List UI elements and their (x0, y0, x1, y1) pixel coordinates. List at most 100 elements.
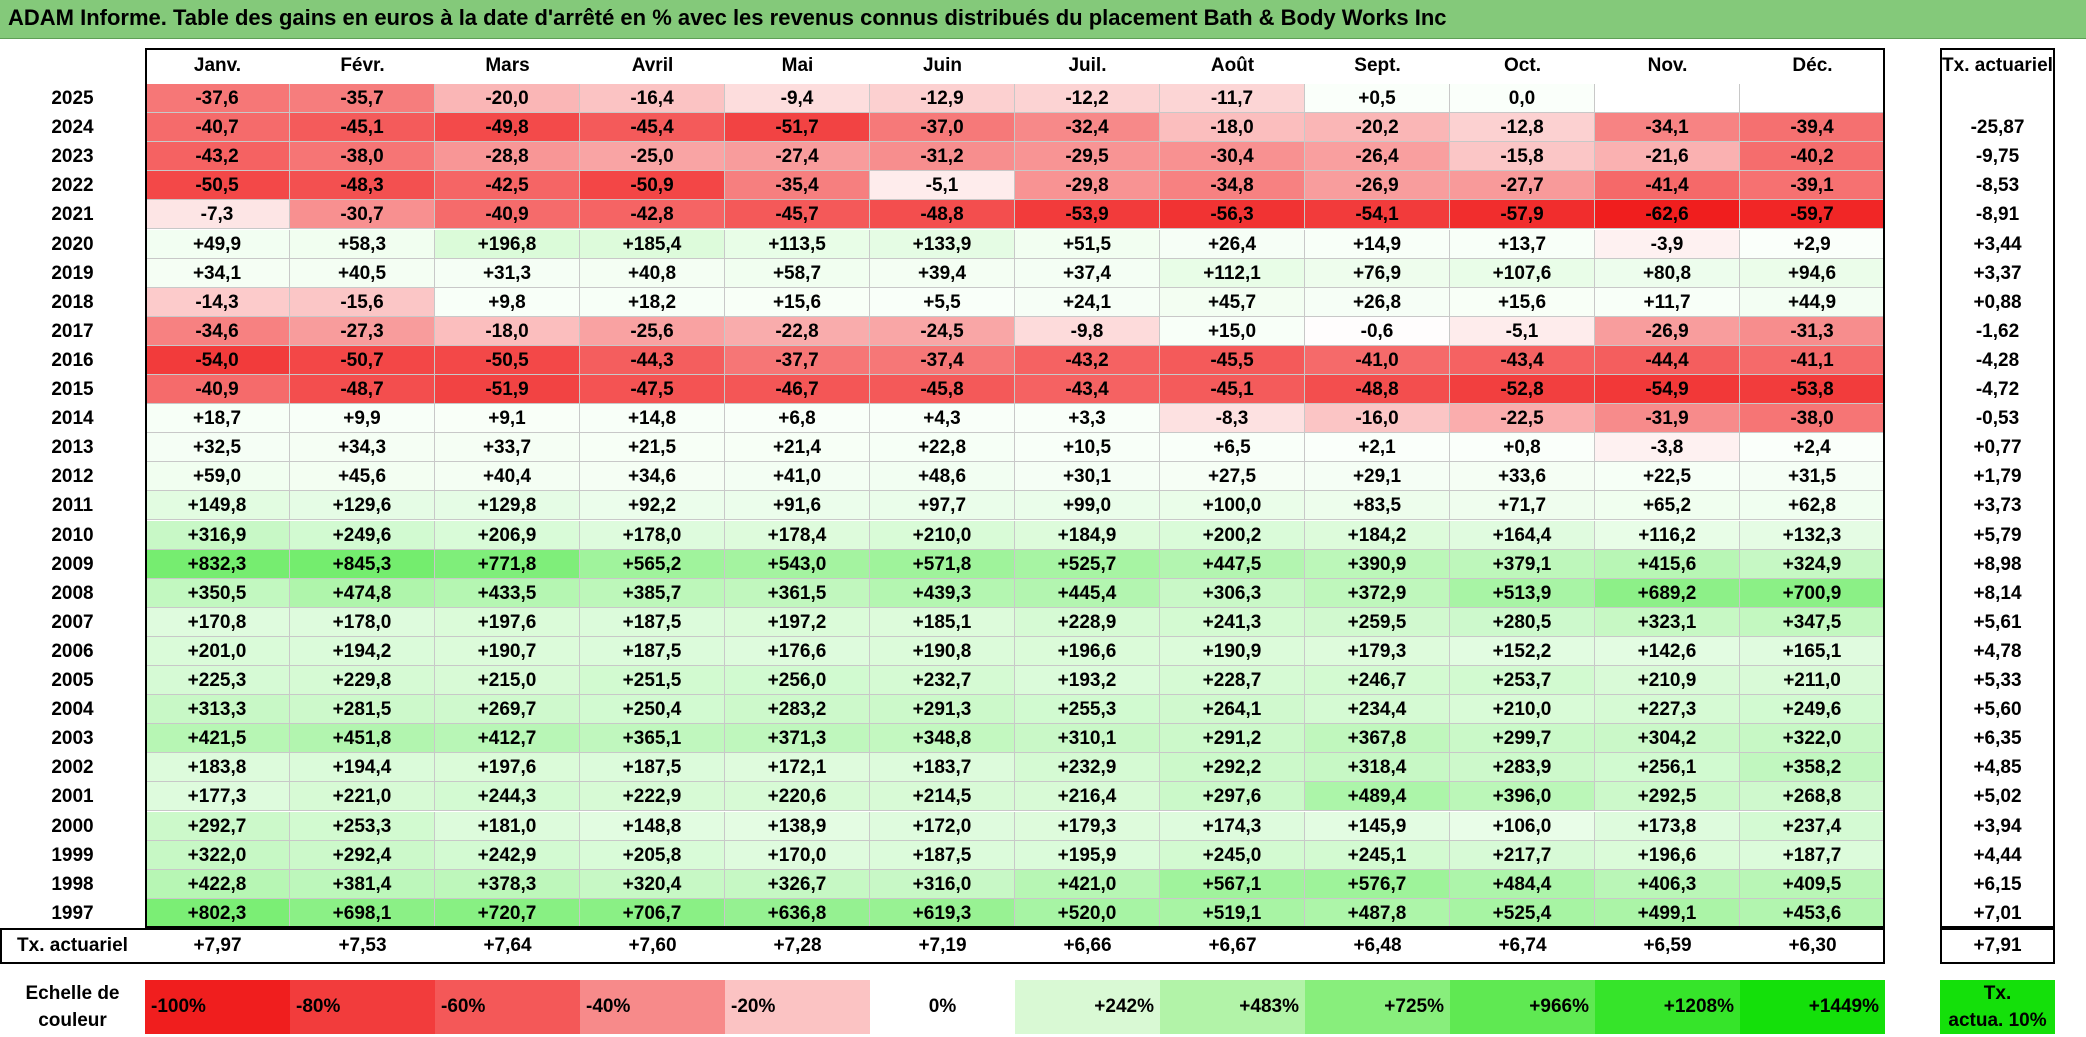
footer-rate: +7,64 (483, 934, 532, 956)
gain-cell: -42,5 (435, 171, 580, 201)
month-header: Juin (922, 55, 963, 76)
gain-cell: +58,7 (725, 258, 870, 288)
gain-cell: +194,2 (290, 636, 435, 666)
row-rate: +8,98 (1973, 553, 2022, 575)
gain-cell: -25,0 (580, 142, 725, 172)
report-title: ADAM Informe. Table des gains en euros à… (8, 5, 1447, 30)
gain-cell: -40,9 (145, 375, 290, 405)
gain-cell: +4,3 (870, 404, 1015, 434)
gain-cell: +543,0 (725, 549, 870, 579)
year-label: 2021 (51, 204, 94, 226)
gain-cell: +0,5 (1305, 84, 1450, 114)
gain-cell: +149,8 (145, 491, 290, 521)
gain-cell: +409,5 (1740, 869, 1885, 899)
gain-cell: +48,6 (870, 462, 1015, 492)
gain-cell: +196,6 (1015, 636, 1160, 666)
gain-cell: +245,1 (1305, 840, 1450, 870)
year-label: 2009 (51, 553, 94, 575)
gain-cell: +220,6 (725, 782, 870, 812)
gain-cell: +15,6 (725, 287, 870, 317)
gain-cell: +6,8 (725, 404, 870, 434)
gain-cell: -12,2 (1015, 84, 1160, 114)
gain-cell: +234,4 (1305, 695, 1450, 725)
year-label: 2005 (51, 670, 94, 691)
gain-cell: +292,7 (145, 811, 290, 841)
gain-cell: -39,1 (1740, 171, 1885, 201)
gain-cell: +253,3 (290, 811, 435, 841)
year-label: 2012 (51, 466, 94, 488)
year-label: 2022 (51, 175, 94, 197)
gain-cell: +571,8 (870, 549, 1015, 579)
year-label: 2016 (51, 349, 94, 371)
gain-cell: +15,6 (1450, 287, 1595, 317)
gain-cell: +292,5 (1595, 782, 1740, 812)
gain-cell: +22,8 (870, 433, 1015, 463)
legend-swatch: +483% (1160, 980, 1305, 1034)
gain-cell: -42,8 (580, 200, 725, 230)
gain-cell: +700,9 (1740, 578, 1885, 608)
gain-cell: +292,2 (1160, 753, 1305, 783)
gain-cell: +313,3 (145, 695, 290, 725)
gain-cell: +211,0 (1740, 666, 1885, 696)
gain-cell: +421,0 (1015, 869, 1160, 899)
year-label: 2007 (51, 611, 94, 633)
gain-cell: +249,6 (290, 520, 435, 550)
gain-cell: +525,7 (1015, 549, 1160, 579)
gain-cell: +14,9 (1305, 229, 1450, 259)
gain-cell: +92,2 (580, 491, 725, 521)
gain-cell: +164,4 (1450, 520, 1595, 550)
gain-cell: +51,5 (1015, 229, 1160, 259)
gain-cell: +256,1 (1595, 753, 1740, 783)
row-rate: +5,33 (1973, 670, 2022, 691)
gain-cell: -41,4 (1595, 171, 1740, 201)
gain-cell: -38,0 (1740, 404, 1885, 434)
row-rate: +1,79 (1973, 466, 2022, 488)
month-header: Sept. (1354, 55, 1401, 76)
gain-cell: +91,6 (725, 491, 870, 521)
gain-cell: -39,4 (1740, 113, 1885, 143)
gain-cell: +299,7 (1450, 724, 1595, 754)
footer-rate: +6,66 (1063, 934, 1112, 956)
gain-cell: 0,0 (1450, 84, 1595, 114)
gain-cell: +217,7 (1450, 840, 1595, 870)
gain-cell: +145,9 (1305, 811, 1450, 841)
gain-cell: +0,8 (1450, 433, 1595, 463)
gain-cell: +187,5 (580, 636, 725, 666)
gain-cell: +385,7 (580, 578, 725, 608)
row-rate: +0,77 (1973, 437, 2022, 459)
gain-cell: +350,5 (145, 578, 290, 608)
gain-cell: -53,8 (1740, 375, 1885, 405)
row-rate: -4,72 (1975, 379, 2020, 400)
gain-cell: +194,4 (290, 753, 435, 783)
gain-cell: +412,7 (435, 724, 580, 754)
gain-cell: -3,8 (1595, 433, 1740, 463)
gain-cell: -59,7 (1740, 200, 1885, 230)
gain-cell: -40,2 (1740, 142, 1885, 172)
gain-cell: +187,7 (1740, 840, 1885, 870)
title-bar: ADAM Informe. Table des gains en euros à… (0, 0, 2086, 39)
gain-cell: -18,0 (435, 316, 580, 346)
gain-cell: +520,0 (1015, 898, 1160, 928)
year-label: 1998 (51, 873, 94, 895)
footer-rate: +6,74 (1498, 934, 1547, 956)
gain-cell: +179,3 (1015, 811, 1160, 841)
row-rate: +5,60 (1973, 699, 2022, 721)
row-rate (1940, 84, 2055, 113)
month-header: Déc. (1792, 55, 1833, 76)
row-rate: +5,02 (1973, 786, 2022, 808)
gain-cell: +177,3 (145, 782, 290, 812)
month-header: Mai (781, 55, 814, 76)
row-rate: +7,01 (1973, 902, 2022, 924)
gain-cell: +242,9 (435, 840, 580, 870)
gain-cell: +304,2 (1595, 724, 1740, 754)
gain-cell: -7,3 (145, 200, 290, 230)
gain-cell: +390,9 (1305, 549, 1450, 579)
gain-cell: +178,0 (580, 520, 725, 550)
gain-cell: -40,7 (145, 113, 290, 143)
gain-cell: -45,8 (870, 375, 1015, 405)
row-rate: -8,91 (1975, 204, 2020, 226)
month-header: Avril (631, 55, 674, 76)
footer-label: Tx. actuariel (17, 934, 128, 956)
gain-cell: +34,3 (290, 433, 435, 463)
gain-cell: +381,4 (290, 869, 435, 899)
